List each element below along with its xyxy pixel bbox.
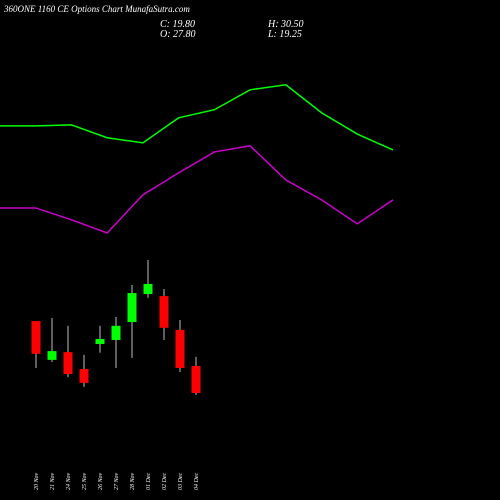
candle-body [31, 321, 41, 354]
candle-body [95, 338, 105, 345]
chart-title: 360ONE 1160 CE Options Chart MunafaSutra… [3, 4, 190, 14]
x-tick-label: 21 Nov [50, 472, 56, 490]
x-tick-label: 28 Nov [130, 472, 136, 490]
candle-body [63, 352, 73, 375]
indicator-line [0, 83, 394, 151]
candle-body [143, 283, 153, 295]
close-label: C: 19.80 [160, 19, 195, 30]
x-tick-label: 25 Nov [82, 472, 88, 490]
candle-body [47, 351, 57, 360]
x-tick-label: 20 Nov [34, 472, 40, 490]
x-tick-label: 24 Nov [65, 472, 72, 490]
open-label: O: 27.80 [160, 29, 196, 40]
x-tick-label: 04 Dec [193, 473, 200, 490]
x-tick-label: 01 Dec [146, 473, 152, 490]
x-tick-label: 02 Dec [162, 473, 168, 490]
low-label: L: 19.25 [267, 29, 302, 40]
candle-body [191, 365, 201, 393]
x-tick-label: 27 Nov [114, 472, 120, 490]
candle-body [111, 325, 121, 340]
indicator-line [0, 145, 394, 234]
x-tick-label: 03 Dec [178, 473, 184, 490]
candle-body [127, 293, 137, 323]
high-label: H: 30.50 [267, 19, 304, 30]
candle-body [159, 296, 169, 328]
candle-body [175, 329, 185, 368]
candle-body [79, 369, 89, 383]
x-tick-label: 26 Nov [98, 472, 104, 490]
